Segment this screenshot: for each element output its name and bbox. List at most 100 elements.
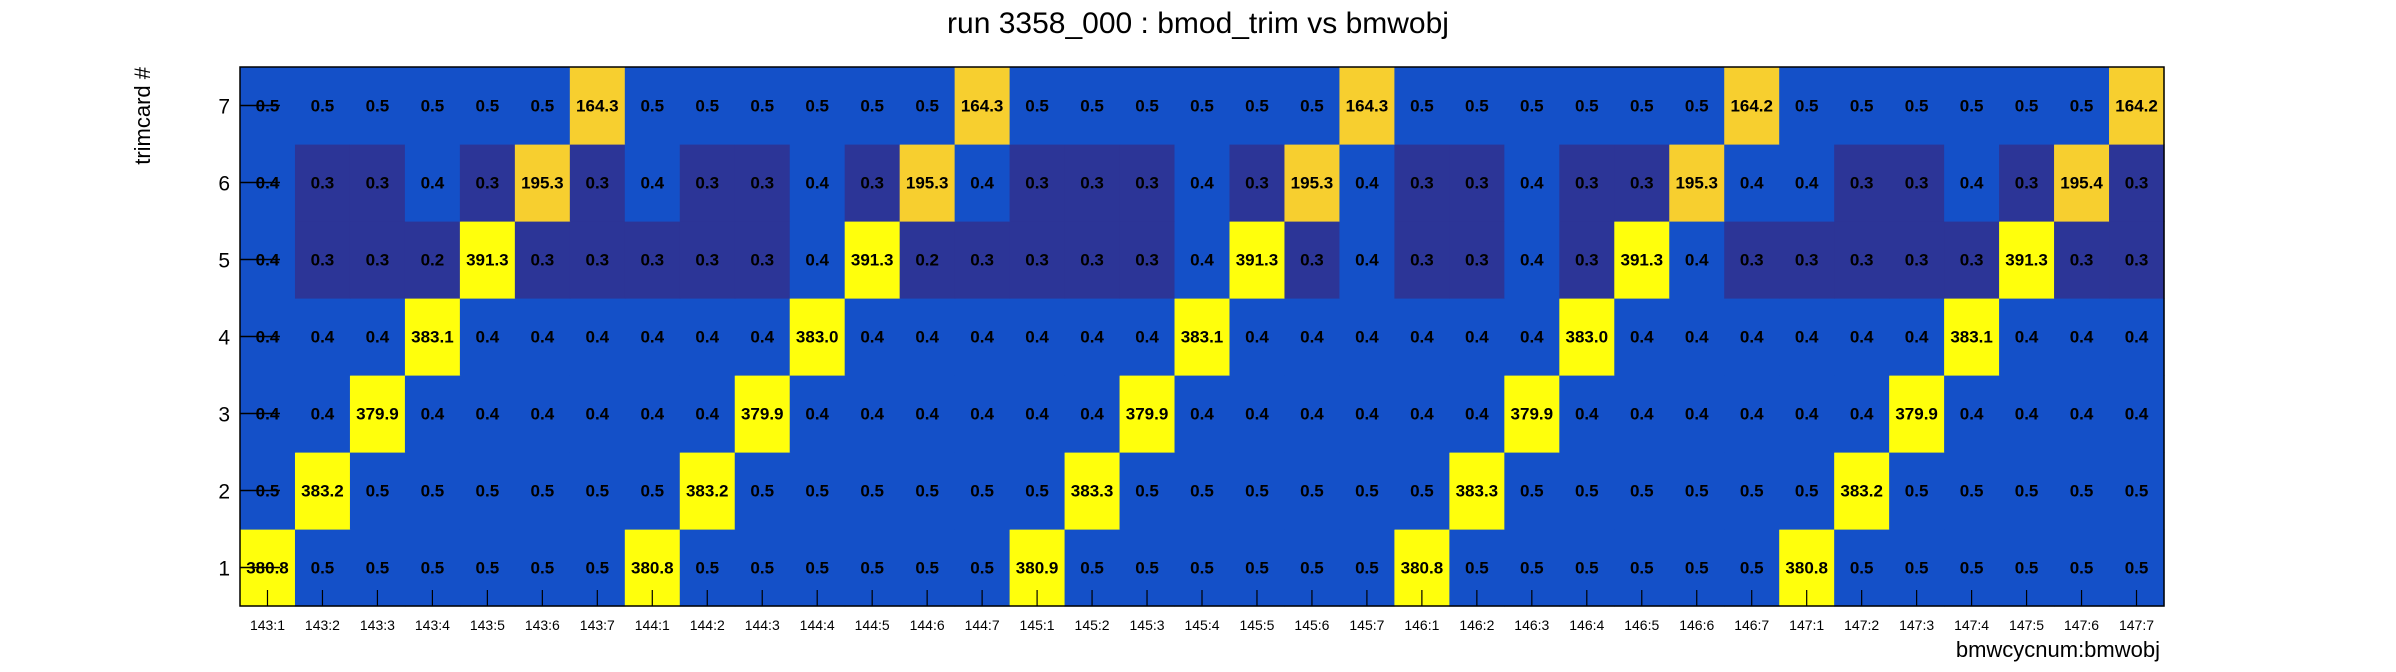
cell-value-label: 0.5 bbox=[1685, 97, 1709, 116]
heatmap-cell bbox=[789, 452, 846, 530]
cell-value-label: 0.3 bbox=[366, 251, 390, 270]
cell-value-label: 0.3 bbox=[1905, 174, 1929, 193]
heatmap-cell bbox=[569, 67, 626, 145]
y-axis-ticks: 1 2 3 4 5 6 7 bbox=[218, 96, 280, 581]
cell-value-label: 0.3 bbox=[2015, 174, 2039, 193]
heatmap-cell bbox=[1889, 452, 1945, 530]
heatmap-cell bbox=[1449, 375, 1505, 453]
cell-value-label: 0.4 bbox=[1850, 405, 1874, 424]
cell-value-label: 0.3 bbox=[1245, 174, 1269, 193]
cell-value-label: 0.5 bbox=[1025, 97, 1049, 116]
cell-value-label: 0.5 bbox=[1245, 97, 1269, 116]
heatmap-cell bbox=[514, 298, 571, 376]
cell-value-label: 0.4 bbox=[1300, 328, 1324, 347]
cell-value-label: 195.3 bbox=[1675, 174, 1718, 193]
heatmap-cell bbox=[569, 298, 626, 376]
heatmap-cell bbox=[1834, 452, 1890, 530]
chart-title: run 3358_000 : bmod_trim vs bmwobj bbox=[947, 7, 1449, 40]
heatmap-cell bbox=[679, 67, 736, 145]
heatmap-cell bbox=[514, 221, 571, 299]
heatmap-cell bbox=[2109, 452, 2165, 530]
cell-value-label: 0.4 bbox=[640, 174, 664, 193]
heatmap-cell bbox=[899, 375, 956, 453]
cell-value-label: 0.5 bbox=[531, 559, 555, 578]
cell-value-label: 0.3 bbox=[1410, 251, 1434, 270]
x-tick-label: 144:7 bbox=[965, 617, 1000, 633]
heatmap-cell bbox=[1284, 452, 1341, 530]
heatmap-cell bbox=[1229, 67, 1286, 145]
cell-value-label: 0.4 bbox=[311, 405, 335, 424]
cell-value-label: 0.4 bbox=[585, 405, 609, 424]
x-tick-label: 143:5 bbox=[470, 617, 505, 633]
cell-value-label: 0.4 bbox=[1685, 251, 1709, 270]
cell-value-label: 0.5 bbox=[2015, 559, 2039, 578]
cell-value-label: 0.5 bbox=[1685, 559, 1709, 578]
heatmap-cell bbox=[1999, 67, 2055, 145]
cell-value-label: 0.4 bbox=[1190, 174, 1214, 193]
cell-value-label: 0.3 bbox=[366, 174, 390, 193]
heatmap-cell bbox=[2109, 298, 2165, 376]
heatmap-cell bbox=[1009, 375, 1066, 453]
heatmap-cell bbox=[1724, 452, 1780, 530]
heatmap-cell bbox=[1394, 221, 1450, 299]
cell-value-label: 0.4 bbox=[1795, 328, 1819, 347]
cell-value-label: 0.4 bbox=[970, 174, 994, 193]
heatmap-cell bbox=[1724, 67, 1780, 145]
heatmap-cell bbox=[404, 221, 461, 299]
cell-value-label: 0.4 bbox=[1905, 328, 1929, 347]
heatmap-cell bbox=[1339, 452, 1395, 530]
x-tick-label: 146:7 bbox=[1734, 617, 1769, 633]
heatmap-cell bbox=[349, 298, 406, 376]
heatmap-cell bbox=[1614, 144, 1670, 222]
y-tick-label: 2 bbox=[218, 481, 230, 504]
heatmap-cell bbox=[1174, 375, 1231, 453]
cell-value-label: 391.3 bbox=[2005, 251, 2048, 270]
heatmap-cell bbox=[1779, 221, 1835, 299]
cell-value-label: 0.5 bbox=[1520, 482, 1544, 501]
cell-value-label: 0.5 bbox=[366, 97, 390, 116]
heatmap-cell bbox=[1724, 375, 1780, 453]
heatmap-cell bbox=[1834, 67, 1890, 145]
heatmap-cell bbox=[734, 375, 791, 453]
x-tick-label: 144:1 bbox=[635, 617, 670, 633]
cell-value-label: 0.4 bbox=[2070, 405, 2094, 424]
heatmap-cell bbox=[459, 221, 516, 299]
heatmap-cell bbox=[1064, 452, 1121, 530]
heatmap-cell bbox=[1504, 375, 1560, 453]
x-tick-label: 145:1 bbox=[1020, 617, 1055, 633]
x-tick-label: 147:4 bbox=[1954, 617, 1989, 633]
cell-value-label: 0.3 bbox=[1465, 251, 1489, 270]
heatmap-cell bbox=[569, 452, 626, 530]
heatmap-cell bbox=[1009, 452, 1066, 530]
cell-value-label: 0.5 bbox=[860, 482, 884, 501]
cell-value-label: 0.5 bbox=[805, 559, 829, 578]
cell-value-label: 0.3 bbox=[585, 174, 609, 193]
heatmap-cell bbox=[349, 144, 406, 222]
heatmap-cell bbox=[844, 221, 901, 299]
cell-value-label: 0.5 bbox=[1520, 559, 1544, 578]
heatmap-cell bbox=[679, 221, 736, 299]
cell-value-label: 0.5 bbox=[421, 482, 445, 501]
cell-value-label: 0.5 bbox=[750, 482, 774, 501]
heatmap-cell bbox=[2109, 221, 2165, 299]
cell-value-label: 0.5 bbox=[1960, 559, 1984, 578]
heatmap-cell bbox=[1449, 221, 1505, 299]
heatmap-cell bbox=[679, 452, 736, 530]
cell-value-label: 379.9 bbox=[1511, 405, 1554, 424]
heatmap-cell bbox=[624, 452, 681, 530]
x-tick-label: 143:2 bbox=[305, 617, 340, 633]
cell-value-label: 0.5 bbox=[2015, 482, 2039, 501]
heatmap-cell bbox=[1064, 298, 1121, 376]
heatmap-cell bbox=[954, 452, 1011, 530]
cell-value-label: 0.5 bbox=[695, 97, 719, 116]
cell-value-label: 383.2 bbox=[301, 482, 344, 501]
cell-value-label: 0.3 bbox=[1080, 174, 1104, 193]
cell-value-label: 0.4 bbox=[860, 328, 884, 347]
heatmap-cell bbox=[1724, 144, 1780, 222]
cell-value-label: 0.3 bbox=[695, 174, 719, 193]
heatmap-cell bbox=[1779, 298, 1835, 376]
x-tick-label: 146:1 bbox=[1404, 617, 1439, 633]
heatmap-cell bbox=[1064, 375, 1121, 453]
heatmap-cell bbox=[954, 221, 1011, 299]
heatmap-cell bbox=[1229, 221, 1286, 299]
